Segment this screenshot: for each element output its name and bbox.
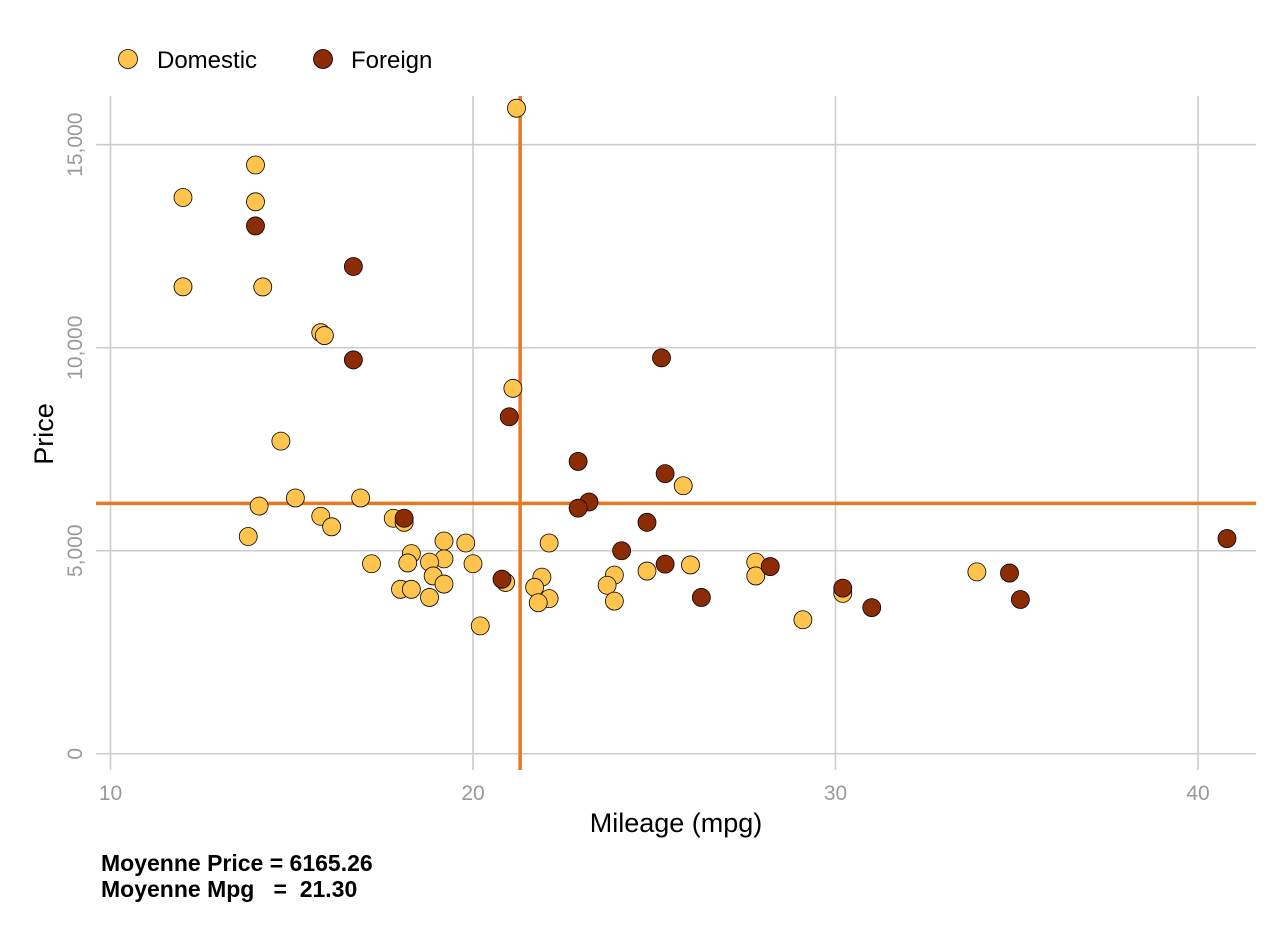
x-tick-label: 10 xyxy=(99,782,122,805)
point-domestic xyxy=(401,579,421,599)
y-tick-label: 15,000 xyxy=(64,113,87,177)
point-foreign xyxy=(637,512,657,532)
point-domestic xyxy=(398,553,418,573)
point-domestic xyxy=(253,277,273,297)
point-foreign xyxy=(246,216,265,236)
point-domestic xyxy=(463,554,483,574)
point-foreign xyxy=(691,588,711,607)
point-domestic xyxy=(793,610,813,630)
point-foreign xyxy=(1010,590,1030,609)
y-tick-label: 5,000 xyxy=(64,524,87,577)
point-domestic xyxy=(637,561,657,581)
point-foreign xyxy=(1000,563,1019,583)
point-domestic xyxy=(173,277,193,297)
point-foreign xyxy=(760,557,780,576)
y-axis-title: Price xyxy=(29,403,59,465)
point-domestic xyxy=(314,326,334,345)
point-foreign xyxy=(343,350,363,370)
point-domestic xyxy=(525,577,545,597)
point-domestic xyxy=(238,527,258,546)
point-domestic xyxy=(528,593,548,613)
point-domestic xyxy=(503,378,523,398)
point-foreign xyxy=(862,598,882,617)
point-domestic xyxy=(673,476,693,496)
point-domestic xyxy=(434,531,454,551)
point-foreign xyxy=(492,569,512,589)
x-tick-label: 20 xyxy=(461,782,484,805)
y-tick-label: 10,000 xyxy=(64,316,87,380)
point-domestic xyxy=(470,616,490,636)
x-axis-ticks: 10 20 30 40 xyxy=(99,782,1210,805)
x-tick-label: 30 xyxy=(824,782,847,805)
point-domestic xyxy=(246,155,265,175)
point-foreign xyxy=(655,554,675,574)
point-foreign xyxy=(568,498,588,518)
legend: Domestic Foreign xyxy=(118,47,432,74)
point-domestic xyxy=(322,517,342,537)
point-foreign xyxy=(655,464,675,484)
mean-lines xyxy=(96,96,1256,770)
point-foreign xyxy=(343,257,363,276)
point-foreign xyxy=(568,452,588,471)
point-foreign xyxy=(652,348,671,368)
data-points xyxy=(173,98,1237,636)
point-domestic xyxy=(173,188,193,207)
point-domestic xyxy=(681,555,700,575)
legend-marker-foreign xyxy=(313,49,333,69)
point-domestic xyxy=(539,533,559,553)
point-foreign xyxy=(394,508,414,528)
point-foreign xyxy=(833,578,853,598)
annotation-mean-price: Moyenne Price = 6165.26 xyxy=(101,850,373,876)
point-domestic xyxy=(967,562,987,582)
point-foreign xyxy=(1217,529,1237,548)
point-domestic xyxy=(604,591,624,611)
legend-label-domestic: Domestic xyxy=(157,47,257,74)
legend-marker-domestic xyxy=(118,49,138,69)
point-domestic xyxy=(362,554,381,574)
point-domestic xyxy=(249,496,269,516)
point-domestic xyxy=(246,192,265,212)
x-axis-title: Mileage (mpg) xyxy=(590,808,763,838)
point-domestic xyxy=(271,431,291,451)
point-domestic xyxy=(420,588,439,607)
y-tick-label: 0 xyxy=(64,748,87,760)
annotation-mean-mpg: Moyenne Mpg = 21.30 xyxy=(101,876,357,902)
point-domestic xyxy=(507,98,526,118)
point-domestic xyxy=(456,533,476,553)
point-domestic xyxy=(351,488,371,508)
point-domestic xyxy=(434,574,454,594)
point-domestic xyxy=(285,488,305,508)
x-tick-label: 40 xyxy=(1186,782,1209,805)
legend-label-foreign: Foreign xyxy=(351,47,432,74)
point-domestic xyxy=(597,575,617,595)
y-axis-ticks: 0 5,000 10,000 15,000 xyxy=(64,113,87,760)
point-foreign xyxy=(499,407,519,427)
point-foreign xyxy=(612,541,632,561)
point-domestic xyxy=(746,566,766,586)
grid xyxy=(96,96,1256,770)
